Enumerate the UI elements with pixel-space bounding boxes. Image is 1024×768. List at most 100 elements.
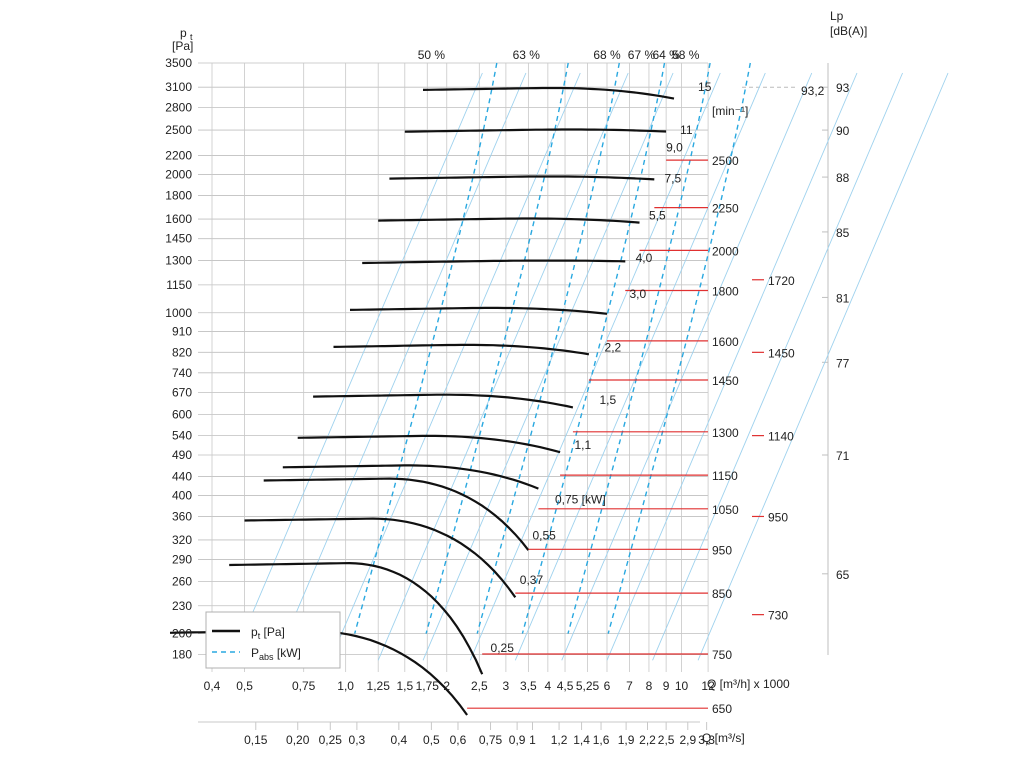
y-tick-label: 670 — [172, 386, 192, 400]
x-bottom-tick-label: 1,2 — [551, 733, 568, 747]
level-93-2-label: 93,2 — [801, 84, 825, 98]
y-tick-label: 400 — [172, 488, 192, 502]
extra-speed-label: 730 — [768, 609, 788, 623]
extra-speed-label: 1450 — [768, 346, 795, 360]
y-tick-label: 2200 — [165, 149, 192, 163]
noise-value-label: 71 — [836, 449, 850, 463]
speed-label: 2000 — [712, 244, 739, 258]
noise-value-label: 65 — [836, 568, 850, 582]
power-label: 1,1 — [574, 438, 591, 452]
y-axis-title: p t — [180, 26, 193, 42]
y-tick-label: 2000 — [165, 168, 192, 182]
x-bottom-tick-label: 0,6 — [450, 733, 467, 747]
power-label: 7,5 — [665, 172, 682, 186]
y-tick-label: 1300 — [165, 253, 192, 267]
power-curves — [354, 62, 751, 634]
x-top-tick-label: 3,5 — [520, 679, 537, 693]
x-bottom-tick-label: 1,4 — [573, 733, 590, 747]
efficiency-label: 67 % — [628, 48, 656, 62]
y-tick-label: 3500 — [165, 56, 192, 70]
noise-value-label: 77 — [836, 356, 850, 370]
efficiency-label: 50 % — [418, 48, 446, 62]
pressure-curve — [229, 561, 484, 675]
y-tick-label: 490 — [172, 448, 192, 462]
y-tick-label: 910 — [172, 325, 192, 339]
legend-pabs-label: Pabs [kW] — [251, 646, 301, 662]
pressure-curve — [333, 343, 590, 356]
y-tick-label: 200 — [172, 627, 192, 641]
x-bottom-tick-label: 0,5 — [423, 733, 440, 747]
speed-label: 750 — [712, 648, 732, 662]
speed-label: 1600 — [712, 335, 739, 349]
pressure-curve — [362, 259, 626, 265]
x-top-tick-label: 2 — [443, 679, 450, 693]
y-tick-label: 740 — [172, 366, 192, 380]
pressure-curve — [282, 464, 539, 490]
x-bottom-tick-label: 1,6 — [593, 733, 610, 747]
speed-label: 2250 — [712, 202, 739, 216]
x-axis-top-title: Q [m³/h] x 1000 — [707, 677, 790, 691]
system-line — [231, 72, 483, 661]
power-iso-curve — [476, 62, 620, 634]
x-top-tick-label: 2,5 — [471, 679, 488, 693]
grid — [198, 62, 829, 730]
speed-label: 1050 — [712, 503, 739, 517]
power-label: 9,0 — [666, 141, 683, 155]
power-label: 11 — [680, 123, 693, 137]
y-tick-label: 1150 — [166, 278, 192, 292]
x-bottom-tick-label: 0,25 — [319, 733, 343, 747]
y-tick-label: 1600 — [165, 212, 192, 226]
efficiency-label: 63 % — [513, 48, 541, 62]
x-top-tick-label: 1,5 — [396, 679, 413, 693]
y-tick-label: 230 — [172, 599, 192, 613]
x-bottom-tick-label: 2,2 — [639, 733, 656, 747]
noise-axis-unit: [dB(A)] — [830, 24, 867, 38]
x-top-tick-label: 6 — [604, 679, 611, 693]
y-tick-label: 360 — [172, 509, 192, 523]
x-top-tick-label: 1,25 — [367, 679, 391, 693]
x-bottom-tick-label: 1 — [529, 733, 536, 747]
power-label: 15 — [698, 80, 712, 94]
pressure-curve — [313, 393, 574, 409]
power-label: 0,25 — [491, 641, 515, 655]
power-iso-curve — [521, 62, 666, 634]
x-top-tick-label: 5,25 — [576, 679, 600, 693]
noise-value-label: 88 — [836, 171, 850, 185]
x-bottom-tick-label: 0,75 — [479, 733, 503, 747]
pressure-curve — [244, 517, 517, 598]
y-tick-label: 540 — [172, 429, 192, 443]
power-iso-curve — [607, 62, 751, 634]
system-line — [469, 72, 721, 661]
x-top-tick-label: 8 — [646, 679, 653, 693]
power-iso-curve — [425, 62, 569, 634]
x-bottom-tick-label: 0,15 — [244, 733, 268, 747]
labels: 3500310028002500220020001800160014501300… — [165, 48, 849, 747]
x-top-tick-label: 1,75 — [416, 679, 440, 693]
efficiency-label: 58 % — [672, 48, 700, 62]
legend-box — [205, 611, 341, 669]
x-bottom-tick-label: 1,9 — [618, 733, 635, 747]
speed-label: 850 — [712, 587, 732, 601]
x-bottom-tick-label: 0,9 — [509, 733, 526, 747]
legend: pt [Pa] Pabs [kW] — [205, 611, 341, 669]
extra-speed-label: 950 — [768, 510, 788, 524]
x-top-tick-label: 0,5 — [236, 679, 253, 693]
noise-value-label: 81 — [836, 291, 850, 305]
pressure-curve — [404, 128, 667, 133]
system-line — [275, 72, 527, 661]
y-tick-label: 260 — [172, 574, 192, 588]
system-line — [377, 72, 629, 661]
y-axis-unit: [Pa] — [172, 39, 193, 53]
speed-label: 1450 — [712, 374, 739, 388]
power-label: 4,0 — [636, 251, 653, 265]
system-line — [652, 72, 903, 661]
x-top-tick-label: 4,5 — [557, 679, 574, 693]
x-bottom-tick-label: 2,5 — [658, 733, 675, 747]
power-label: 2,2 — [605, 341, 622, 355]
pressure-curve — [349, 306, 608, 315]
x-bottom-tick-label: 0,20 — [286, 733, 310, 747]
power-label: 1,5 — [600, 393, 617, 407]
y-tick-label: 3100 — [165, 80, 192, 94]
pressure-curve — [297, 434, 561, 454]
